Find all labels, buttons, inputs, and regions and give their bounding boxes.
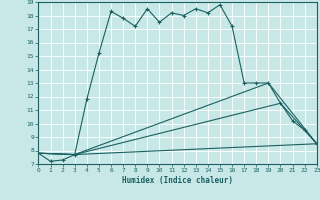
- X-axis label: Humidex (Indice chaleur): Humidex (Indice chaleur): [122, 176, 233, 185]
